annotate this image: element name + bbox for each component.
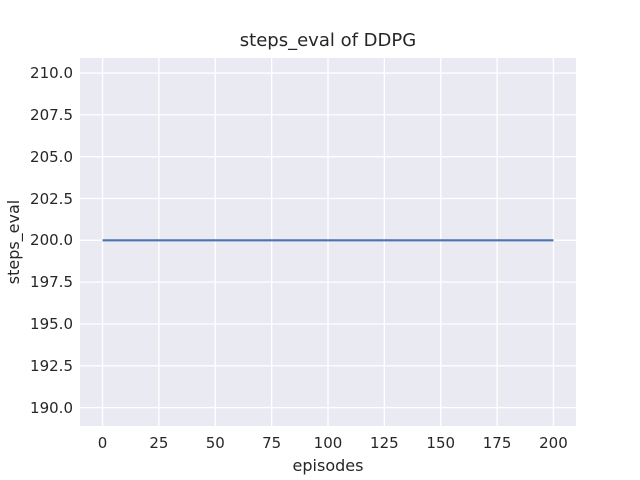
x-tick-label: 50 <box>205 434 225 452</box>
x-tick-label: 75 <box>262 434 282 452</box>
y-tick-label: 202.5 <box>30 189 73 208</box>
plot-canvas <box>80 58 576 426</box>
x-tick-label: 175 <box>482 434 512 452</box>
y-tick-label: 205.0 <box>30 147 73 166</box>
x-tick-label: 150 <box>426 434 456 452</box>
chart-title: steps_eval of DDPG <box>239 30 417 51</box>
x-tick-label: 25 <box>149 434 169 452</box>
x-tick-label: 200 <box>539 434 568 452</box>
plot-area <box>80 58 576 426</box>
x-tick-label: 100 <box>313 434 343 452</box>
x-axis-label: episodes <box>292 456 364 475</box>
y-tick-label: 207.5 <box>30 105 73 124</box>
y-tick-label: 200.0 <box>30 231 73 250</box>
y-tick-label: 192.5 <box>30 356 73 375</box>
y-tick-label: 195.0 <box>30 314 73 333</box>
x-tick-label: 125 <box>370 434 399 452</box>
y-tick-label: 210.0 <box>30 64 73 83</box>
x-tick-label: 0 <box>97 434 108 452</box>
y-tick-label: 190.0 <box>30 398 73 417</box>
y-tick-label: 197.5 <box>30 273 73 292</box>
